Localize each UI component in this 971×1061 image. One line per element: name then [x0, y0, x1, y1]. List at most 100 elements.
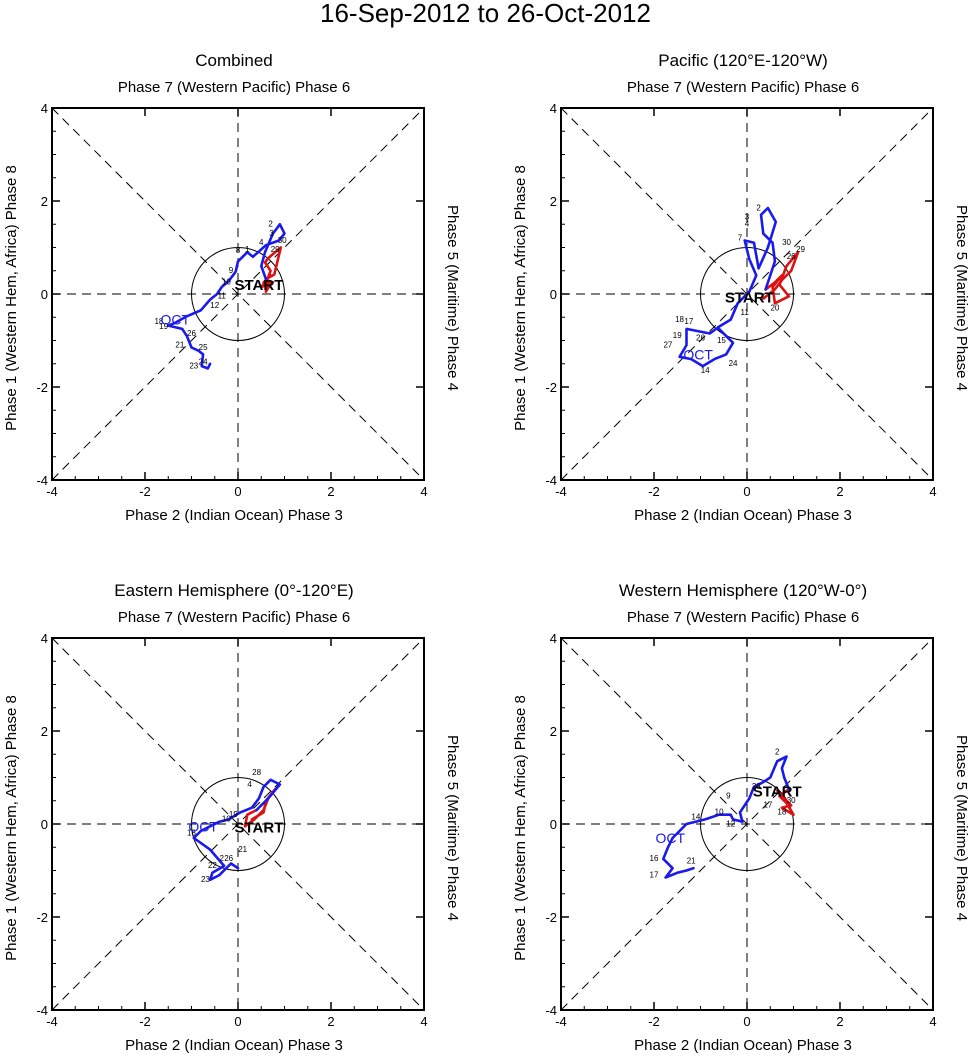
unit-circle — [191, 247, 285, 341]
series-line-october — [661, 755, 791, 879]
day-label: 2 — [268, 220, 273, 229]
day-label: 24 — [199, 358, 208, 367]
x-axis-label: Phase 2 (Indian Ocean) Phase 3 — [634, 1037, 852, 1054]
day-label: 26 — [787, 252, 796, 261]
panel-title: Eastern Hemisphere (0°-120°E) — [114, 581, 353, 600]
phase-diagram-3: -4 -2 0 2 4 -4 -2 0 2 4 Eastern Hemisphere (0°-120… — [3, 581, 461, 1054]
y-tick-label: 2 — [550, 194, 557, 209]
day-label: 29 — [796, 245, 805, 254]
day-label: 12 — [726, 819, 735, 828]
day-label: 29 — [271, 245, 280, 254]
x-tick-label: 0 — [743, 1014, 750, 1029]
month-label-oct: OCT — [655, 830, 685, 846]
day-label: 15 — [717, 336, 726, 345]
panel-title: Western Hemisphere (120°W-0°) — [619, 581, 867, 600]
x-tick-label: 0 — [234, 1014, 241, 1029]
day-label: 19 — [159, 322, 168, 331]
day-label: 22 — [208, 861, 217, 870]
x-tick-label: 2 — [327, 484, 334, 499]
y-tick-label: -4 — [545, 1003, 557, 1018]
day-label: 17 — [684, 317, 693, 326]
day-label: 23 — [189, 361, 198, 370]
day-label: 14 — [691, 812, 700, 821]
top-axis-label: Phase 7 (Western Pacific) Phase 6 — [627, 79, 859, 96]
start-label: START — [234, 819, 283, 836]
x-axis-label: Phase 2 (Indian Ocean) Phase 3 — [125, 1037, 343, 1054]
day-label: 26 — [187, 329, 196, 338]
day-label: 10 — [715, 808, 724, 817]
y-axis-label: Phase 1 (Western Hem, Africa) Phase 8 — [512, 165, 529, 431]
x-tick-label: 4 — [929, 484, 936, 499]
start-label: START — [234, 277, 283, 294]
day-label: 26 — [224, 854, 233, 863]
day-label: 18 — [187, 829, 196, 838]
y-tick-label: 2 — [550, 724, 557, 739]
day-label: 19 — [673, 331, 682, 340]
day-label: 11 — [218, 292, 227, 301]
y-tick-label: 2 — [41, 724, 48, 739]
y-tick-label: -4 — [545, 473, 557, 488]
day-label: 17 — [650, 870, 659, 879]
unit-circle — [700, 777, 794, 871]
x-tick-label: 4 — [420, 484, 427, 499]
y-tick-label: -2 — [36, 910, 48, 925]
day-label: 14 — [701, 366, 710, 375]
x-tick-label: 2 — [836, 484, 843, 499]
day-label: 18 — [777, 808, 786, 817]
series-line-september — [243, 787, 277, 828]
day-label: 1 — [245, 245, 250, 254]
day-label: 9 — [229, 266, 234, 275]
series-line-october — [167, 223, 286, 370]
x-tick-label: -4 — [46, 1014, 58, 1029]
y-tick-label: 4 — [41, 101, 48, 116]
day-label: 18 — [675, 315, 684, 324]
series-line-september — [761, 250, 800, 305]
top-axis-label: Phase 7 (Western Pacific) Phase 6 — [118, 609, 350, 626]
day-label: 23 — [201, 875, 210, 884]
phase-diagram-4: -4 -2 0 2 4 -4 -2 0 2 4 Western Hemisphere (120°W-… — [512, 581, 970, 1054]
top-axis-label: Phase 7 (Western Pacific) Phase 6 — [627, 609, 859, 626]
series-line-october — [192, 778, 282, 882]
main-title: 16-Sep-2012 to 26-Oct-2012 — [320, 0, 651, 28]
y-tick-label: -4 — [36, 473, 48, 488]
y-tick-label: -4 — [36, 1003, 48, 1018]
day-label: 8 — [236, 246, 241, 255]
month-label-oct: OCT — [683, 346, 713, 362]
day-label: 27 — [663, 340, 672, 349]
start-label: START — [725, 289, 774, 306]
y-tick-label: 0 — [41, 817, 48, 832]
x-tick-label: 2 — [327, 1014, 334, 1029]
day-label: 2 — [756, 203, 761, 212]
x-tick-label: 4 — [929, 1014, 936, 1029]
day-label: 19 — [229, 810, 238, 819]
x-tick-label: -4 — [555, 1014, 567, 1029]
day-label: 30 — [787, 796, 796, 805]
y-tick-label: 4 — [41, 631, 48, 646]
x-axis-label: Phase 2 (Indian Ocean) Phase 3 — [634, 507, 852, 524]
y-axis-label: Phase 1 (Western Hem, Africa) Phase 8 — [512, 695, 529, 961]
day-label: 10 — [222, 278, 231, 287]
y-tick-label: 0 — [41, 287, 48, 302]
y-axis-label: Phase 1 (Western Hem, Africa) Phase 8 — [3, 695, 20, 961]
top-axis-label: Phase 7 (Western Pacific) Phase 6 — [118, 79, 350, 96]
y-axis-label: Phase 1 (Western Hem, Africa) Phase 8 — [3, 165, 20, 431]
day-label: 4 — [745, 220, 750, 229]
day-label: 3 — [745, 213, 750, 222]
y-tick-label: 4 — [550, 631, 557, 646]
day-label: 9 — [726, 791, 731, 800]
right-axis-label: Phase 5 (Maritime) Phase 4 — [444, 735, 461, 921]
day-label: 18 — [154, 317, 163, 326]
x-tick-label: 0 — [743, 484, 750, 499]
day-label: 21 — [687, 857, 696, 866]
x-tick-label: 0 — [234, 484, 241, 499]
day-label: 28 — [752, 782, 761, 791]
y-tick-label: -2 — [36, 380, 48, 395]
day-label: 30 — [782, 238, 791, 247]
day-label: 16 — [650, 854, 659, 863]
panel-title: Combined — [195, 51, 273, 70]
x-tick-label: -2 — [139, 484, 151, 499]
day-label: 25 — [199, 343, 208, 352]
day-label: 21 — [238, 845, 247, 854]
